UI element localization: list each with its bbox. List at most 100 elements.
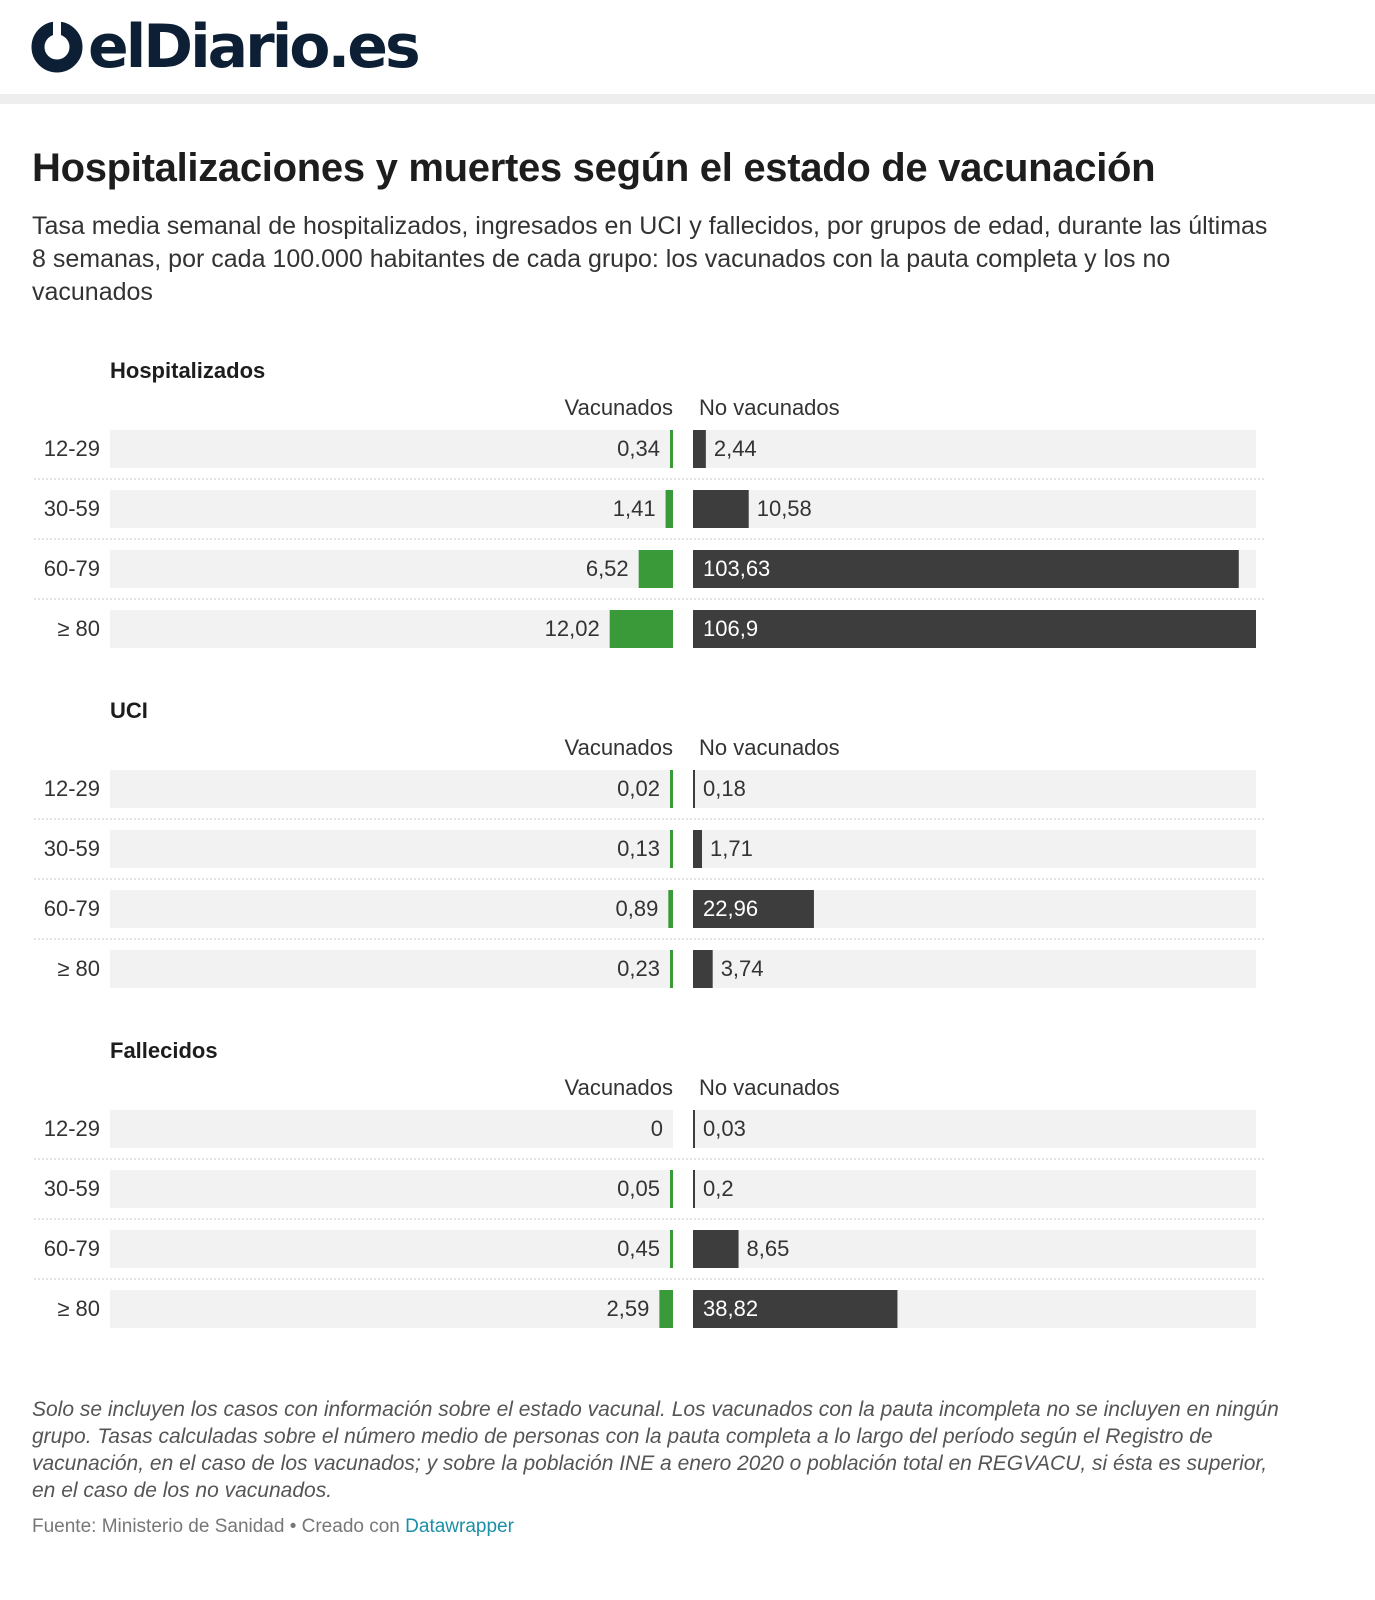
data-label-no-vacunados: 3,74 — [721, 956, 764, 981]
bar-track-vacunados — [110, 430, 673, 468]
bar-track-no-vacunados — [693, 430, 1256, 468]
row-label: ≥ 80 — [57, 1296, 100, 1321]
bar-track-no-vacunados — [693, 770, 1256, 808]
bar-vacunados — [670, 950, 673, 988]
bar-vacunados — [670, 770, 673, 808]
data-label-vacunados: 0,02 — [617, 776, 660, 801]
data-label-vacunados: 12,02 — [545, 616, 600, 641]
data-label-no-vacunados: 8,65 — [747, 1236, 790, 1261]
bar-track-vacunados — [110, 610, 673, 648]
bar-track-vacunados — [110, 1230, 673, 1268]
data-label-no-vacunados: 0,03 — [703, 1116, 746, 1141]
row-label: 60-79 — [44, 896, 100, 921]
data-label-vacunados: 0,89 — [615, 896, 658, 921]
bar-track-vacunados — [110, 1170, 673, 1208]
data-label-vacunados: 0,23 — [617, 956, 660, 981]
section-title: UCI — [110, 698, 148, 723]
bar-no-vacunados — [693, 550, 1239, 588]
bar-vacunados — [638, 550, 673, 588]
data-label-no-vacunados: 0,2 — [703, 1176, 734, 1201]
bar-no-vacunados — [693, 1170, 695, 1208]
row-label: ≥ 80 — [57, 616, 100, 641]
data-label-no-vacunados: 10,58 — [757, 496, 812, 521]
chart-notes: Solo se incluyen los casos con informaci… — [32, 1398, 1279, 1502]
data-label-vacunados: 6,52 — [586, 556, 629, 581]
site-logo[interactable]: elDiario.es — [30, 12, 421, 82]
section-title: Fallecidos — [110, 1038, 218, 1063]
bar-vacunados — [665, 490, 673, 528]
logo-wordmark: elDiario.es — [88, 12, 421, 82]
site-header: elDiario.es — [0, 0, 1375, 96]
column-header-no-vacunados: No vacunados — [699, 1075, 840, 1100]
logo-ring-icon — [31, 20, 83, 73]
data-label-vacunados: 0,13 — [617, 836, 660, 861]
row-label: 12-29 — [44, 776, 100, 801]
row-label: 30-59 — [44, 1176, 100, 1201]
bar-no-vacunados — [693, 770, 695, 808]
data-label-vacunados: 0 — [651, 1116, 663, 1141]
bar-no-vacunados — [693, 1230, 739, 1268]
bar-vacunados — [668, 890, 673, 928]
row-label: 12-29 — [44, 1116, 100, 1141]
column-header-no-vacunados: No vacunados — [699, 735, 840, 760]
bar-track-vacunados — [110, 550, 673, 588]
header-divider — [0, 94, 1375, 104]
data-label-no-vacunados: 106,9 — [703, 616, 758, 641]
bar-track-no-vacunados — [693, 1230, 1256, 1268]
bar-track-no-vacunados — [693, 1110, 1256, 1148]
bar-vacunados — [670, 1230, 673, 1268]
bar-track-vacunados — [110, 1110, 673, 1148]
bar-no-vacunados — [693, 490, 749, 528]
bar-track-vacunados — [110, 890, 673, 928]
bar-vacunados — [609, 610, 673, 648]
data-label-no-vacunados: 0,18 — [703, 776, 746, 801]
data-label-no-vacunados: 38,82 — [703, 1296, 758, 1321]
chart-title: Hospitalizaciones y muertes según el est… — [32, 146, 1156, 190]
bar-no-vacunados — [693, 1110, 695, 1148]
bar-vacunados — [670, 430, 673, 468]
data-label-vacunados: 0,34 — [617, 436, 660, 461]
bar-track-no-vacunados — [693, 490, 1256, 528]
row-label: 30-59 — [44, 836, 100, 861]
row-label: 12-29 — [44, 436, 100, 461]
bar-vacunados — [659, 1290, 673, 1328]
bar-track-vacunados — [110, 830, 673, 868]
chart-subtitle: Tasa media semanal de hospitalizados, in… — [32, 212, 1268, 306]
row-label: ≥ 80 — [57, 956, 100, 981]
column-header-no-vacunados: No vacunados — [699, 395, 840, 420]
bar-no-vacunados — [693, 610, 1256, 648]
data-label-vacunados: 0,45 — [617, 1236, 660, 1261]
bar-track-vacunados — [110, 770, 673, 808]
row-label: 30-59 — [44, 496, 100, 521]
bar-no-vacunados — [693, 950, 713, 988]
data-label-no-vacunados: 1,71 — [710, 836, 753, 861]
bar-track-vacunados — [110, 490, 673, 528]
bar-vacunados — [670, 830, 673, 868]
bar-track-vacunados — [110, 1290, 673, 1328]
chart-source: Fuente: Ministerio de Sanidad • Creado c… — [32, 1514, 1032, 1540]
bar-track-no-vacunados — [693, 1170, 1256, 1208]
data-label-no-vacunados: 103,63 — [703, 556, 770, 581]
column-header-vacunados: Vacunados — [565, 395, 673, 420]
bar-no-vacunados — [693, 830, 703, 868]
data-label-no-vacunados: 22,96 — [703, 896, 758, 921]
column-header-vacunados: Vacunados — [565, 735, 673, 760]
bar-no-vacunados — [693, 890, 814, 928]
row-label: 60-79 — [44, 1236, 100, 1261]
bar-track-no-vacunados — [693, 830, 1256, 868]
data-label-vacunados: 2,59 — [607, 1296, 650, 1321]
source-text: Fuente: Ministerio de Sanidad • Creado c… — [32, 1516, 400, 1537]
bar-track-vacunados — [110, 950, 673, 988]
datawrapper-link[interactable]: Datawrapper — [405, 1516, 514, 1537]
bar-no-vacunados — [693, 430, 706, 468]
column-header-vacunados: Vacunados — [565, 1075, 673, 1100]
section-title: Hospitalizados — [110, 358, 265, 383]
row-label: 60-79 — [44, 556, 100, 581]
bar-track-no-vacunados — [693, 950, 1256, 988]
data-label-vacunados: 1,41 — [613, 496, 656, 521]
data-label-vacunados: 0,05 — [617, 1176, 660, 1201]
bar-no-vacunados — [693, 1290, 898, 1328]
bar-vacunados — [670, 1170, 673, 1208]
data-label-no-vacunados: 2,44 — [714, 436, 757, 461]
